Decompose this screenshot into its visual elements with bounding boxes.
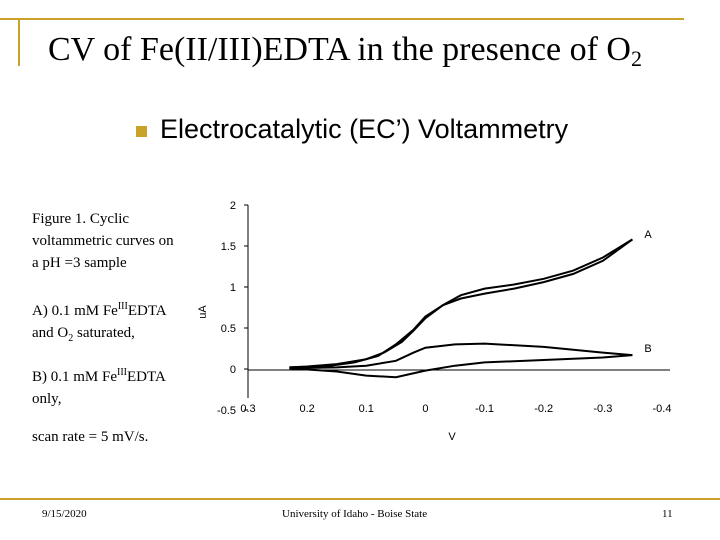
x-tick-label: -0.3 xyxy=(593,403,612,415)
x-tick-label: 0.2 xyxy=(299,403,314,415)
y-tick-label: 1.5 xyxy=(221,241,236,253)
item-a-line1-post: EDTA xyxy=(127,303,167,319)
footer-center: University of Idaho - Boise State xyxy=(282,508,428,520)
footer-rule xyxy=(0,498,720,500)
scan-rate: scan rate = 5 mV/s. xyxy=(32,429,149,445)
series-a-forward-line xyxy=(289,238,633,369)
x-tick-label: -0.1 xyxy=(475,403,494,415)
footer-date: 9/15/2020 xyxy=(42,508,87,520)
y-tick-label: -0.5 xyxy=(217,405,236,417)
figure-caption: Figure 1. Cyclic voltammetric curves on … xyxy=(32,208,174,274)
item-a-description: A) 0.1 mM FeIIIEDTA and O2 saturated, xyxy=(32,296,167,350)
x-tick-label: -0.2 xyxy=(534,403,553,415)
item-b-line1-sup: III xyxy=(117,367,128,378)
series-a-reverse-line xyxy=(289,238,633,369)
item-a-line2-sub: 2 xyxy=(68,333,74,344)
item-b-line2: only, xyxy=(32,391,62,407)
y-ticks: 2 1.5 1 0.5 0 -0.5 xyxy=(217,200,248,417)
y-tick-label: 2 xyxy=(230,200,236,212)
title-rule xyxy=(0,18,684,20)
x-tick-label: 0 xyxy=(422,403,428,415)
footer-page: 11 xyxy=(662,508,673,520)
curves xyxy=(289,238,633,379)
series-b-forward-line xyxy=(289,342,633,370)
title-corner-rule xyxy=(18,18,20,66)
x-tick-label: 0.3 xyxy=(240,403,255,415)
item-a-line2-pre: and O xyxy=(32,325,69,341)
item-b-line1-pre: B) 0.1 mM Fe xyxy=(32,369,118,385)
item-a-line1-sup: III xyxy=(117,301,128,312)
slide-title: CV of Fe(II/III)EDTA in the presence of … xyxy=(48,30,688,79)
x-axis-label: V xyxy=(448,431,456,443)
item-b-description: B) 0.1 mM FeIIIEDTA only, xyxy=(32,362,166,410)
y-tick-label: 1 xyxy=(230,282,236,294)
x-ticks: 0.3 0.2 0.1 0 -0.1 -0.2 -0.3 -0.4 xyxy=(240,403,671,415)
item-a-line2-post: saturated, xyxy=(73,325,135,341)
series-b-reverse-line xyxy=(289,354,633,379)
y-tick-label: 0.5 xyxy=(221,323,236,335)
slide-title-main: CV of Fe(II/III)EDTA in the presence of … xyxy=(48,31,631,68)
item-b-line1-post: EDTA xyxy=(127,369,166,385)
x-tick-label: -0.4 xyxy=(653,403,672,415)
x-tick-label: 0.1 xyxy=(359,403,374,415)
bullet-heading: Electrocatalytic (EC’) Voltammetry xyxy=(160,114,569,144)
slide-title-subscript: 2 xyxy=(630,46,642,71)
series-label-b: B xyxy=(644,343,651,355)
y-tick-label: 0 xyxy=(230,364,236,376)
figure-caption-line-3: a pH =3 sample xyxy=(32,255,127,271)
figure-caption-line-1: Figure 1. Cyclic xyxy=(32,211,130,227)
item-a-line1-pre: A) 0.1 mM Fe xyxy=(32,303,118,319)
y-axis-label: uA xyxy=(197,305,209,319)
bullet-square xyxy=(136,126,147,137)
figure-caption-line-2: voltammetric curves on xyxy=(32,233,174,249)
series-label-a: A xyxy=(644,229,652,241)
